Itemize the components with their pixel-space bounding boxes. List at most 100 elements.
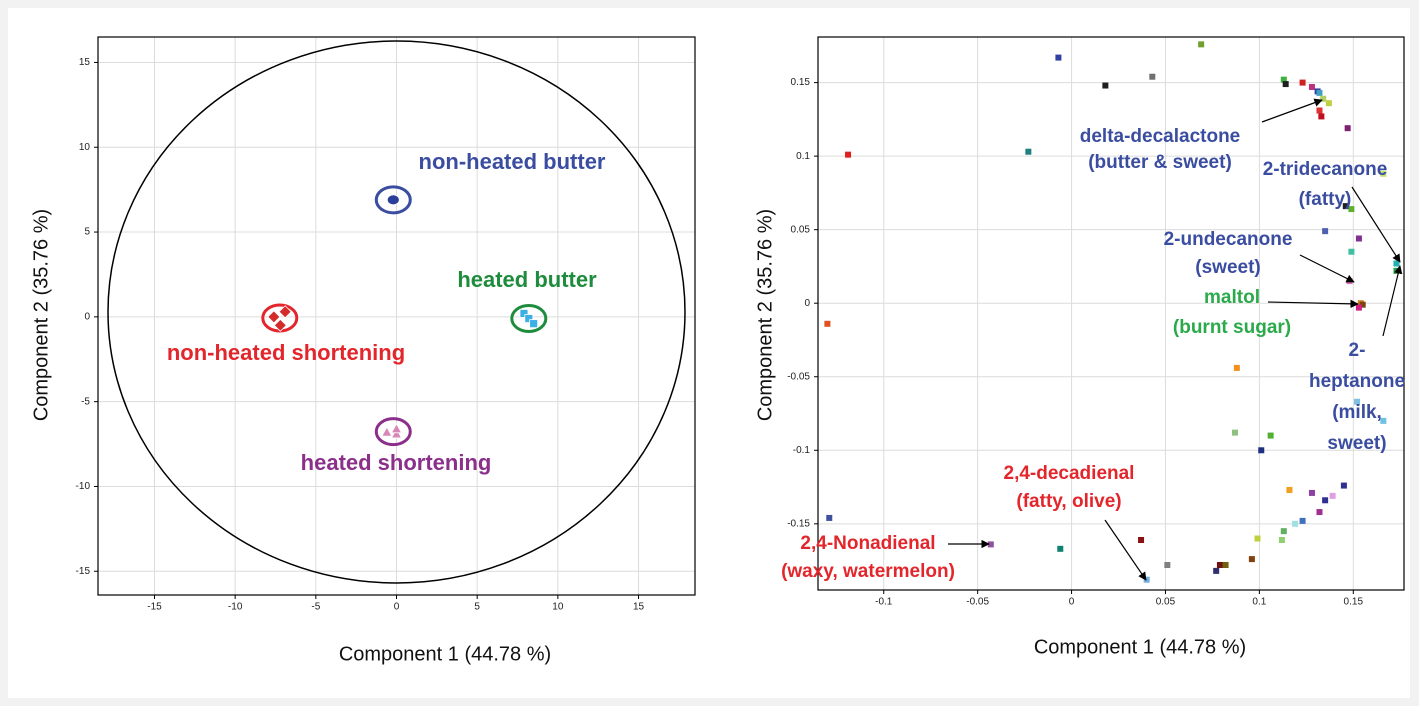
point [1344, 125, 1351, 132]
point [381, 426, 393, 437]
point [1025, 148, 1032, 155]
annotation: delta-decalactone [1080, 126, 1241, 147]
annotation: (fatty, olive) [1016, 491, 1121, 512]
annotation: 2-tridecanone [1263, 159, 1388, 180]
y-tick-label: -15 [76, 566, 91, 577]
point [390, 428, 403, 439]
point [1380, 170, 1387, 177]
point [1393, 260, 1400, 267]
annotation: 2,4-decadienal [1004, 463, 1135, 484]
point [824, 320, 831, 327]
point [267, 310, 281, 324]
point [826, 514, 833, 521]
point [1138, 536, 1145, 543]
point [1198, 41, 1205, 48]
annotation-arrow [1299, 254, 1355, 283]
point [390, 422, 403, 434]
annotation: maltol [1204, 287, 1260, 308]
point [1164, 561, 1171, 568]
point [1102, 82, 1109, 89]
point [1355, 235, 1362, 242]
annotation: (waxy, watermelon) [781, 561, 955, 582]
point [1325, 100, 1332, 107]
point [278, 305, 292, 319]
y-tick-label: 10 [79, 142, 91, 153]
point [1320, 95, 1327, 102]
x-tick-label: 15 [633, 602, 645, 613]
point [1222, 561, 1229, 568]
x-tick-label: -0.1 [875, 597, 893, 608]
annotation: 2-undecanone [1164, 229, 1293, 250]
point [1308, 489, 1315, 496]
group-ellipse [374, 185, 412, 215]
annotation: heptanone [1309, 371, 1405, 392]
x-tick-label: 5 [474, 602, 480, 613]
point [386, 194, 400, 206]
y-tick-label: 0.15 [791, 77, 811, 88]
y-tick-label: -0.1 [793, 445, 811, 456]
y-axis-label: Component 2 (35.76 %) [30, 209, 52, 421]
x-tick-label: 0.1 [1252, 597, 1266, 608]
x-tick-label: 10 [552, 602, 564, 613]
y-tick-label: -5 [81, 396, 90, 407]
annotation: 2- [1349, 340, 1366, 361]
y-tick-label: -0.05 [787, 371, 810, 382]
annotation: sweet) [1327, 433, 1386, 454]
group-label: heated shortening [301, 450, 492, 475]
point [845, 151, 852, 158]
x-tick-label: 0 [394, 602, 400, 613]
point [1329, 492, 1336, 499]
x-tick-label: -15 [147, 602, 162, 613]
x-tick-label: 0.15 [1344, 597, 1364, 608]
group-ellipse [374, 417, 412, 447]
point [1213, 567, 1220, 574]
point [1055, 54, 1062, 61]
annotation: (fatty) [1299, 189, 1352, 210]
y-tick-label: 0.05 [791, 224, 811, 235]
point [1316, 509, 1323, 516]
point [1355, 304, 1362, 311]
point [1322, 497, 1329, 504]
point [1280, 76, 1287, 83]
annotation-arrow [1382, 265, 1403, 337]
group-ellipse [510, 304, 548, 334]
y-tick-label: 0 [84, 311, 90, 322]
panel [8, 8, 1410, 698]
annotation: (butter & sweet) [1088, 152, 1232, 173]
y-tick-label: -10 [76, 481, 91, 492]
point [1248, 556, 1255, 563]
point [1308, 84, 1315, 91]
point [1348, 206, 1355, 213]
point [1322, 228, 1329, 235]
y-tick-label: -0.15 [787, 518, 810, 529]
x-tick-label: -5 [311, 602, 320, 613]
point [1233, 364, 1240, 371]
annotation-arrow [1261, 98, 1323, 123]
correlation-circle [107, 40, 686, 584]
group-label: heated butter [457, 267, 597, 292]
point [1143, 576, 1150, 583]
point [1292, 520, 1299, 527]
point [1354, 398, 1361, 405]
annotation-arrow [1351, 186, 1401, 263]
point [1282, 81, 1289, 88]
annotation: 2,4-Nonadienal [800, 533, 935, 554]
x-tick-label: 0 [1069, 597, 1075, 608]
point [1318, 113, 1325, 120]
x-tick-label: -0.05 [966, 597, 989, 608]
x-tick-label: -10 [228, 602, 243, 613]
point [1380, 417, 1387, 424]
point [1258, 447, 1265, 454]
point [1316, 107, 1323, 114]
y-tick-label: 15 [79, 57, 91, 68]
y-tick-label: 5 [84, 227, 90, 238]
point [519, 309, 529, 318]
point [1280, 528, 1287, 535]
point [1278, 536, 1285, 543]
point [1231, 429, 1238, 436]
point [1342, 203, 1349, 210]
point [524, 314, 534, 323]
x-axis-label: Component 1 (44.78 %) [339, 643, 551, 665]
point [1267, 432, 1274, 439]
